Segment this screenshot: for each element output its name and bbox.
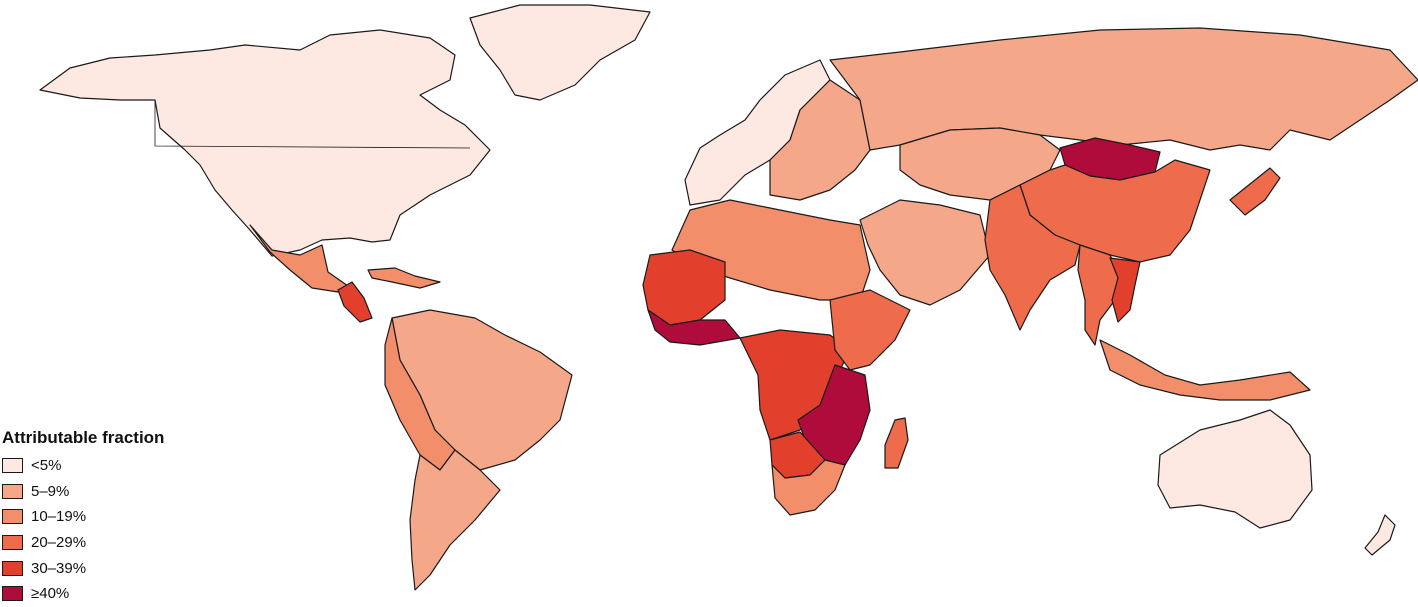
legend-label: 10–19% [31,508,87,526]
region-east-africa [829,289,911,371]
legend-swatch [2,509,23,525]
region-australia [1157,409,1313,529]
region-eastern-europe [769,79,871,201]
legend-title: Attributable fraction [2,428,165,447]
legend-swatch [2,560,23,576]
region-japan [1229,167,1281,216]
legend-label: ≥40% [31,585,70,603]
region-russia [829,27,1418,151]
region-west-africa-sahel [642,249,726,326]
legend-item: 30–39% [2,555,202,581]
legend-item: 20–29% [2,530,202,556]
region-maritime-southeast-asia [1099,339,1311,401]
legend-item: ≥40% [2,581,202,607]
legend-swatch [2,458,23,474]
region-vietnam-laos [1109,257,1141,323]
region-north-america [39,29,491,257]
legend-swatch [2,586,23,602]
region-middle-east [859,199,991,306]
legend-label: 5–9% [31,482,70,500]
map-legend: Attributable fraction <5% 5–9% 10–19% 20–29… [2,428,202,607]
region-central-america [337,281,373,323]
legend-item: <5% [2,453,202,479]
legend-swatch [2,483,23,499]
legend-label: <5% [31,457,62,475]
legend-item: 10–19% [2,504,202,530]
region-new-zealand [1364,514,1396,556]
region-south-asia [984,184,1081,331]
legend-swatch [2,535,23,551]
region-caribbean [367,267,441,289]
legend-label: 30–39% [31,559,87,577]
region-madagascar [884,417,909,469]
legend-items: <5% 5–9% 10–19% 20–29% 30–39% ≥40% [2,453,202,607]
region-greenland [469,4,651,101]
region-south-africa [771,459,846,516]
legend-item: 5–9% [2,479,202,505]
region-southern-cone [409,449,501,591]
legend-label: 20–29% [31,534,87,552]
